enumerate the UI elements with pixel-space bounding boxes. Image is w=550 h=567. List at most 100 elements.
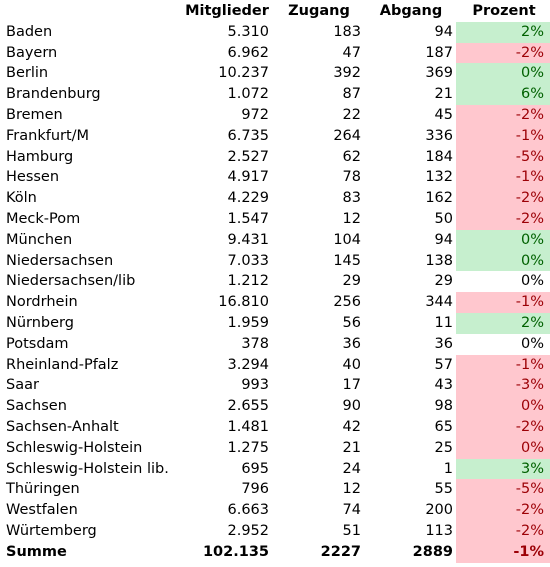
row-zugang: 29 (342, 273, 361, 290)
header-zugang: Zugang (288, 3, 350, 19)
row-prozent: -2% (456, 104, 550, 126)
row-name: Summe (6, 543, 67, 560)
row-zugang: 40 (342, 356, 361, 373)
row-abgang: 94 (434, 231, 453, 248)
row-abgang: 369 (425, 65, 453, 82)
row-abgang: 98 (434, 398, 453, 415)
table-row: Saar 993 17 43 -3% (0, 375, 550, 397)
row-zugang: 256 (333, 294, 361, 311)
row-prozent: 0% (456, 63, 550, 85)
row-name: Schleswig-Holstein (6, 439, 143, 456)
row-mitglieder: 16.810 (218, 294, 269, 311)
table-row: Rheinland-Pfalz 3.294 40 57 -1% (0, 354, 550, 376)
table-row: Meck-Pom 1.547 12 50 -2% (0, 208, 550, 230)
table-row: Thüringen 796 12 55 -5% (0, 479, 550, 501)
row-mitglieder: 102.135 (202, 543, 269, 560)
row-abgang: 21 (434, 86, 453, 103)
table-row: Hessen 4.917 78 132 -1% (0, 167, 550, 189)
row-name: Brandenburg (6, 86, 101, 103)
row-zugang: 24 (342, 460, 361, 477)
row-abgang: 113 (425, 522, 453, 539)
row-name: Nordrhein (6, 294, 78, 311)
row-name: München (6, 231, 73, 248)
row-prozent: 0% (456, 437, 550, 459)
table-row: Westfalen 6.663 74 200 -2% (0, 500, 550, 521)
table-row: Bayern 6.962 47 187 -2% (0, 42, 550, 64)
row-name: Bremen (6, 106, 63, 123)
row-prozent: -2% (456, 188, 550, 209)
row-mitglieder: 993 (241, 377, 269, 394)
table-row: Niedersachsen/lib 1.212 29 29 0% (0, 271, 550, 293)
row-zugang: 22 (342, 106, 361, 123)
table-row: Frankfurt/M 6.735 264 336 -1% (0, 125, 550, 147)
row-name: Niedersachsen (6, 252, 114, 269)
row-name: Rheinland-Pfalz (6, 356, 119, 373)
row-mitglieder: 695 (241, 460, 269, 477)
row-name: Nürnberg (6, 314, 74, 331)
header-prozent: Prozent (472, 3, 536, 19)
table-row: Niedersachsen 7.033 145 138 0% (0, 250, 550, 272)
table-row: Baden 5.310 183 94 2% (0, 21, 550, 43)
row-zugang: 83 (342, 190, 361, 207)
table-row: Schleswig-Holstein lib. 695 24 1 3% (0, 458, 550, 480)
row-prozent: -3% (456, 375, 550, 397)
row-zugang: 17 (342, 377, 361, 394)
row-zugang: 392 (333, 65, 361, 82)
header-name (0, 1, 180, 22)
row-zugang: 42 (342, 418, 361, 435)
row-name: Berlin (6, 65, 49, 82)
row-abgang: 184 (425, 148, 453, 165)
row-zugang: 12 (342, 481, 361, 498)
row-prozent: -5% (456, 479, 550, 501)
header-row: Mitglieder Zugang Abgang Prozent (0, 1, 550, 22)
table-row: Würtemberg 2.952 51 113 -2% (0, 520, 550, 542)
row-mitglieder: 4.229 (227, 190, 269, 207)
row-prozent: -5% (456, 146, 550, 168)
row-prozent: 6% (456, 84, 550, 105)
row-abgang: 50 (434, 210, 453, 227)
row-mitglieder: 1.275 (227, 439, 269, 456)
row-prozent: -2% (456, 520, 550, 542)
row-mitglieder: 2.655 (227, 398, 269, 415)
row-name: Bayern (6, 44, 58, 61)
table-body: Baden 5.310 183 94 2% Bayern 6.962 47 187 -2% Berl… (0, 21, 550, 563)
row-name: Meck-Pom (6, 210, 81, 227)
row-name: Thüringen (6, 481, 80, 498)
row-zugang: 62 (342, 148, 361, 165)
row-mitglieder: 9.431 (227, 231, 269, 248)
row-abgang: 200 (425, 502, 453, 519)
row-abgang: 187 (425, 44, 453, 61)
row-abgang: 65 (434, 418, 453, 435)
row-mitglieder: 1.481 (227, 418, 269, 435)
row-prozent: 2% (456, 21, 550, 43)
total-row: Summe 102.135 2227 2889 -1% (0, 541, 550, 563)
row-abgang: 132 (425, 169, 453, 186)
table-row: Sachsen-Anhalt 1.481 42 65 -2% (0, 416, 550, 438)
row-mitglieder: 1.212 (227, 273, 269, 290)
row-mitglieder: 3.294 (227, 356, 269, 373)
row-mitglieder: 2.527 (227, 148, 269, 165)
row-zugang: 51 (342, 522, 361, 539)
row-name: Sachsen-Anhalt (6, 418, 119, 435)
row-name: Frankfurt/M (6, 127, 90, 144)
row-zugang: 47 (342, 44, 361, 61)
row-name: Westfalen (6, 502, 78, 519)
row-name: Hessen (6, 169, 60, 186)
table-row: Bremen 972 22 45 -2% (0, 104, 550, 126)
row-zugang: 56 (342, 314, 361, 331)
row-name: Schleswig-Holstein lib. (6, 460, 169, 477)
row-prozent: -1% (456, 125, 550, 147)
row-prozent: -2% (456, 42, 550, 64)
row-abgang: 11 (434, 314, 453, 331)
row-zugang: 264 (333, 127, 361, 144)
row-zugang: 90 (342, 398, 361, 415)
row-abgang: 45 (434, 106, 453, 123)
table-row: Köln 4.229 83 162 -2% (0, 188, 550, 209)
row-prozent: -1% (456, 167, 550, 189)
row-name: Saar (6, 377, 39, 394)
row-abgang: 2889 (412, 543, 453, 560)
row-zugang: 2227 (320, 543, 361, 560)
row-mitglieder: 1.959 (227, 314, 269, 331)
row-prozent: 0% (456, 250, 550, 272)
